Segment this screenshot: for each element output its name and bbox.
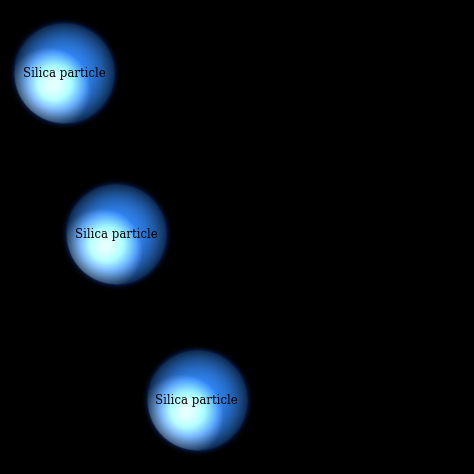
Text: Silica particle: Silica particle xyxy=(155,394,238,407)
Text: Silica particle: Silica particle xyxy=(75,228,157,241)
Text: Silica particle: Silica particle xyxy=(23,67,105,80)
